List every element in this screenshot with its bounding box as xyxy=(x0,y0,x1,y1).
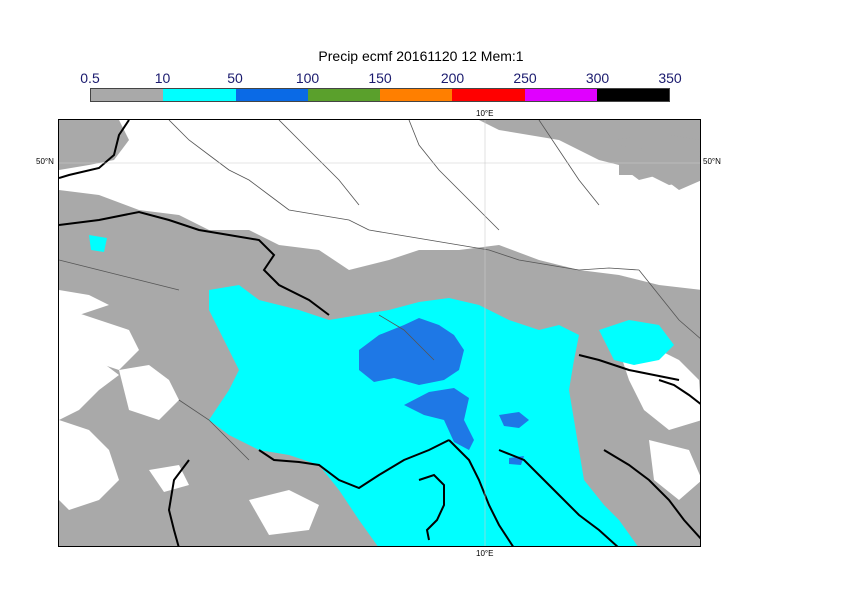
precip-map xyxy=(58,119,701,547)
legend-swatch xyxy=(163,89,236,101)
map-svg xyxy=(59,120,700,546)
legend-tick-label: 150 xyxy=(368,70,392,86)
legend-swatch xyxy=(307,89,380,101)
country-borders xyxy=(59,120,700,461)
no-precip-region xyxy=(59,290,700,535)
lat-label-left: 50°N xyxy=(36,157,54,166)
legend-tick-label: 10 xyxy=(154,70,171,86)
legend-tick-label: 300 xyxy=(585,70,610,86)
lon-label-bottom: 10°E xyxy=(476,549,494,558)
precip-cyan-region xyxy=(89,235,674,546)
legend-swatch xyxy=(452,89,525,101)
lat-label-right: 50°N xyxy=(703,157,721,166)
legend-swatch xyxy=(91,89,164,101)
precip-blue-region xyxy=(359,318,529,465)
legend-tick-label: 200 xyxy=(440,70,465,86)
legend-tick-label: 100 xyxy=(295,70,320,86)
legend-tick-label: 50 xyxy=(227,70,243,86)
coastlines xyxy=(59,120,700,546)
legend-swatch xyxy=(380,89,453,101)
color-legend xyxy=(90,88,670,102)
legend-swatch xyxy=(235,89,308,101)
graticule xyxy=(59,120,700,546)
legend-tick-label: 0.5 xyxy=(80,70,100,86)
legend-tick-label: 350 xyxy=(658,70,682,86)
legend-swatch xyxy=(596,89,669,101)
chart-title: Precip ecmf 20161120 12 Mem:1 xyxy=(318,48,524,64)
lon-label-top: 10°E xyxy=(476,109,494,118)
legend-tick-label: 250 xyxy=(513,70,537,86)
legend-swatch xyxy=(524,89,597,101)
